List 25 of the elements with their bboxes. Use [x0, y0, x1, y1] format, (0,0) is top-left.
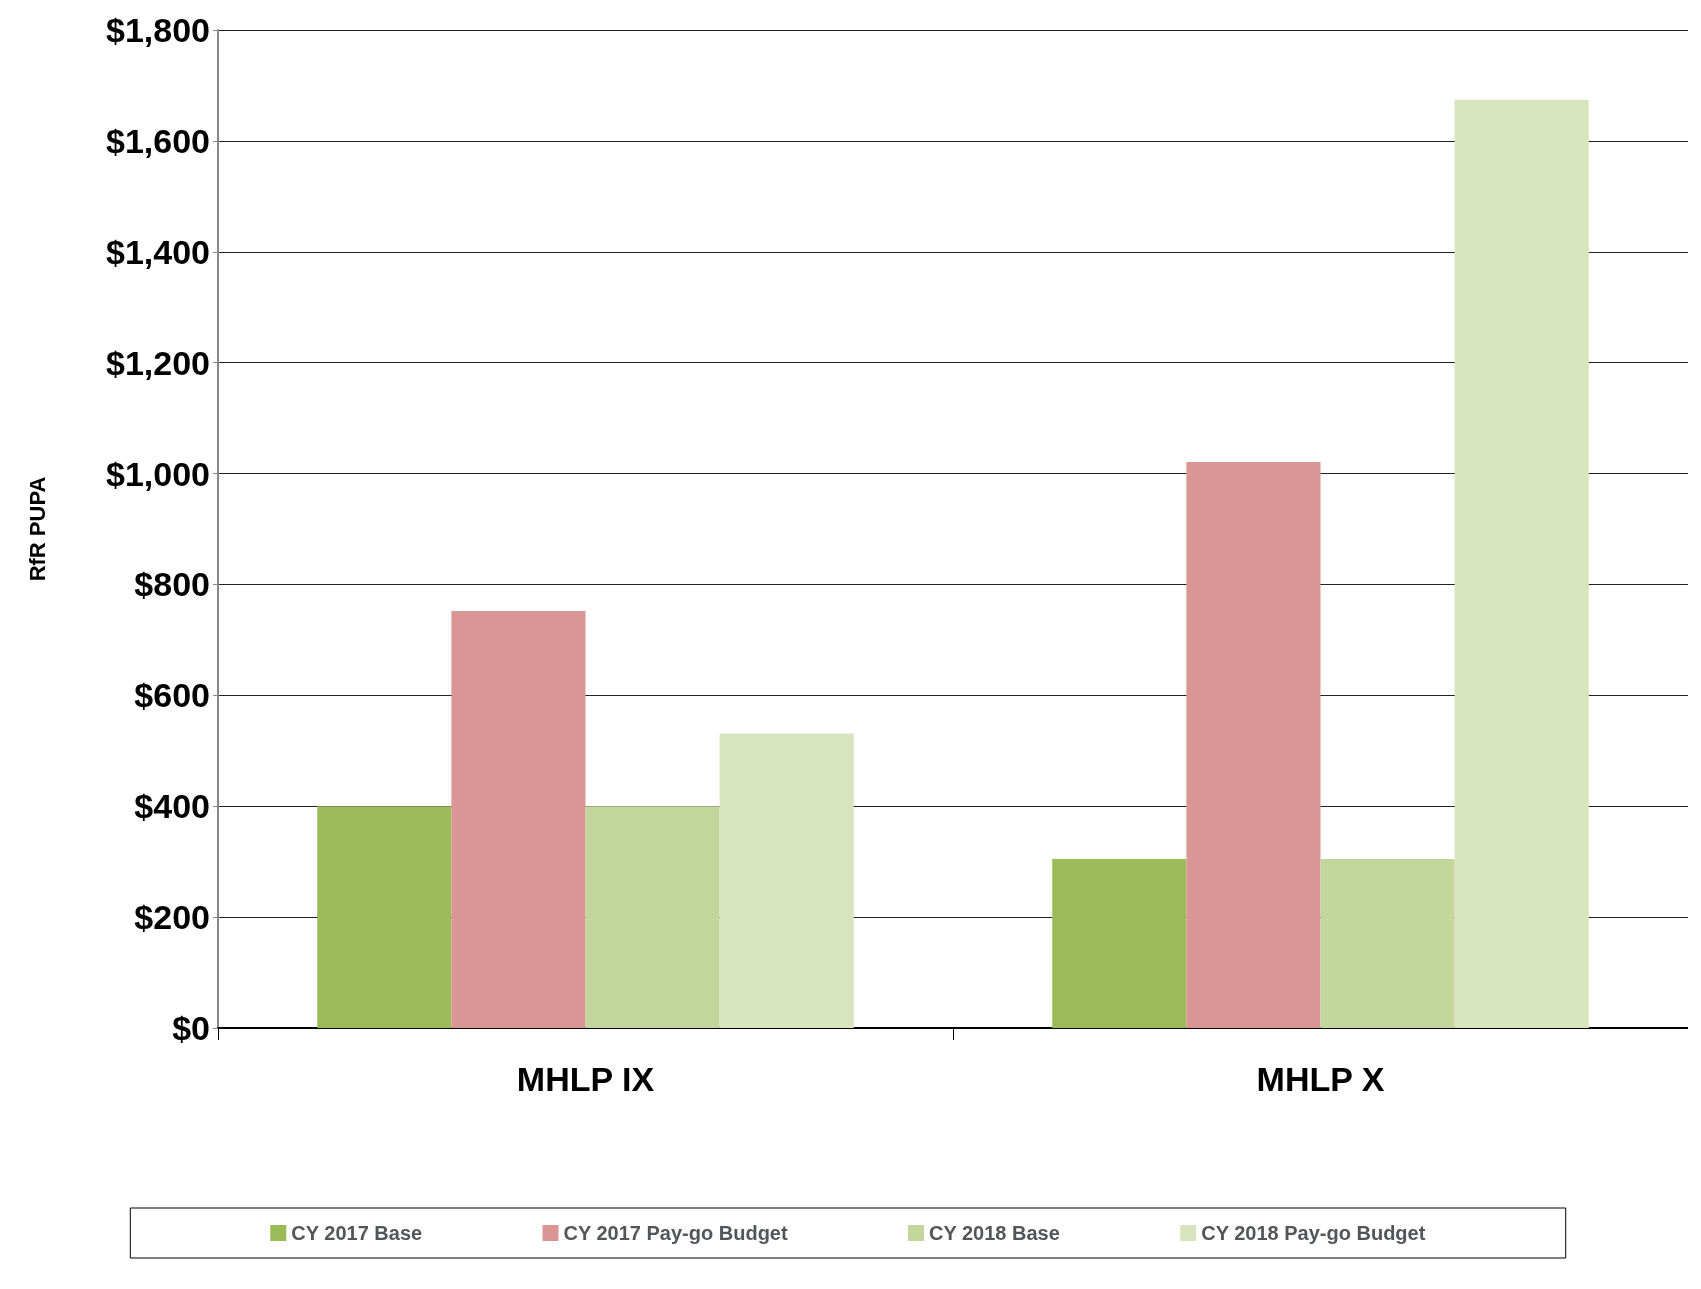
bar — [719, 733, 854, 1028]
y-tick-label: $1,800 — [106, 11, 210, 49]
y-tick-label: $800 — [134, 565, 210, 604]
y-axis-title: RfR PUPA — [24, 476, 50, 582]
legend-label: CY 2017 Pay-go Budget — [563, 1222, 788, 1244]
bar — [1186, 461, 1321, 1028]
x-tick-label: MHLP X — [1256, 1060, 1385, 1098]
y-tick-label: $0 — [172, 1009, 210, 1047]
y-tick-label: $400 — [134, 787, 210, 826]
y-tick-label: $1,400 — [106, 232, 210, 271]
bar — [317, 806, 452, 1028]
bar — [1320, 858, 1455, 1028]
bar — [1454, 99, 1589, 1028]
y-tick-label: $600 — [134, 676, 210, 715]
bar — [451, 611, 586, 1028]
bar — [1052, 858, 1187, 1028]
bar — [585, 806, 720, 1028]
legend-label: CY 2017 Base — [291, 1222, 423, 1244]
y-tick-label: $200 — [134, 898, 210, 937]
x-tick-label: MHLP IX — [516, 1060, 655, 1098]
y-tick-label: $1,000 — [106, 454, 210, 493]
y-tick-label: $1,200 — [106, 343, 210, 382]
y-tick-label: $1,600 — [106, 121, 210, 160]
legend-label: CY 2018 Pay-go Budget — [1201, 1222, 1426, 1244]
legend-label: CY 2018 Base — [929, 1222, 1060, 1244]
